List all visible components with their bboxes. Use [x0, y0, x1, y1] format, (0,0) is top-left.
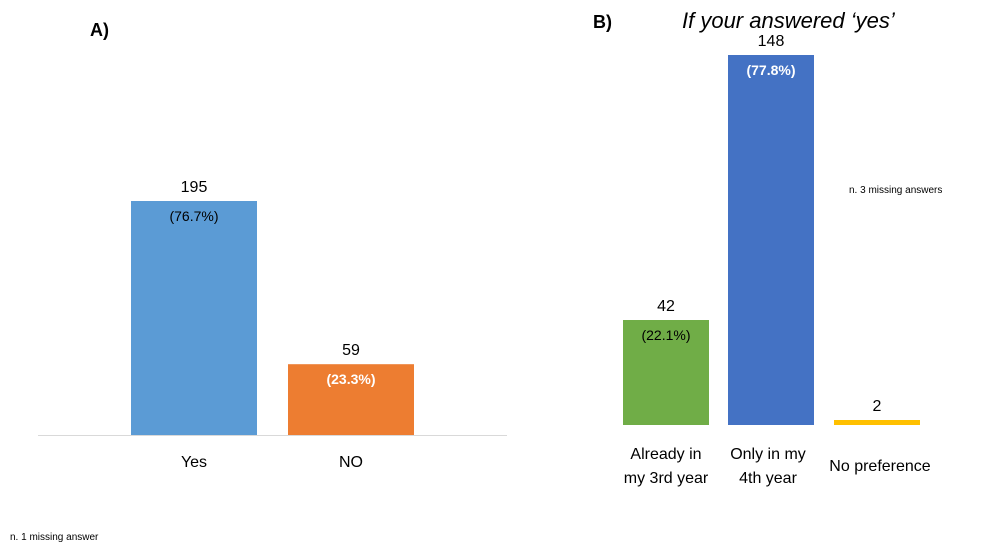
panel-b-title: If your answered ‘yes’ [682, 8, 895, 33]
bar-b-2 [834, 420, 920, 425]
percent-label-b-1: (77.8%) [746, 62, 795, 78]
percent-label-a-1: (23.3%) [326, 371, 375, 387]
data-label-a-1: 59 [342, 342, 360, 359]
panel-b-label: B) [593, 12, 612, 32]
bar-b-1 [728, 55, 814, 425]
category-label-b-0-line-0: Already in [630, 446, 701, 463]
percent-label-b-0: (22.1%) [641, 327, 690, 343]
percent-label-a-0: (76.7%) [169, 208, 218, 224]
panel-a-label: A) [90, 20, 109, 40]
data-label-b-2: 2 [873, 398, 882, 415]
data-label-a-0: 195 [181, 179, 208, 196]
category-label-b-1-line-1: 4th year [739, 470, 797, 487]
bar-b-0 [623, 320, 709, 425]
bar-a-1 [288, 364, 414, 435]
category-label-b-2: No preference [829, 458, 930, 475]
category-label-b-0-line-1: my 3rd year [624, 470, 709, 487]
category-label-a-0: Yes [181, 454, 207, 471]
panel-b-missing-note: n. 3 missing answers [849, 185, 943, 196]
panel-a-missing-note: n. 1 missing answer [10, 532, 99, 543]
category-label-b-1-line-0: Only in my [730, 446, 806, 463]
bar-a-0 [131, 201, 257, 435]
category-label-a-1: NO [339, 454, 363, 471]
data-label-b-0: 42 [657, 298, 675, 315]
data-label-b-1: 148 [758, 33, 785, 50]
